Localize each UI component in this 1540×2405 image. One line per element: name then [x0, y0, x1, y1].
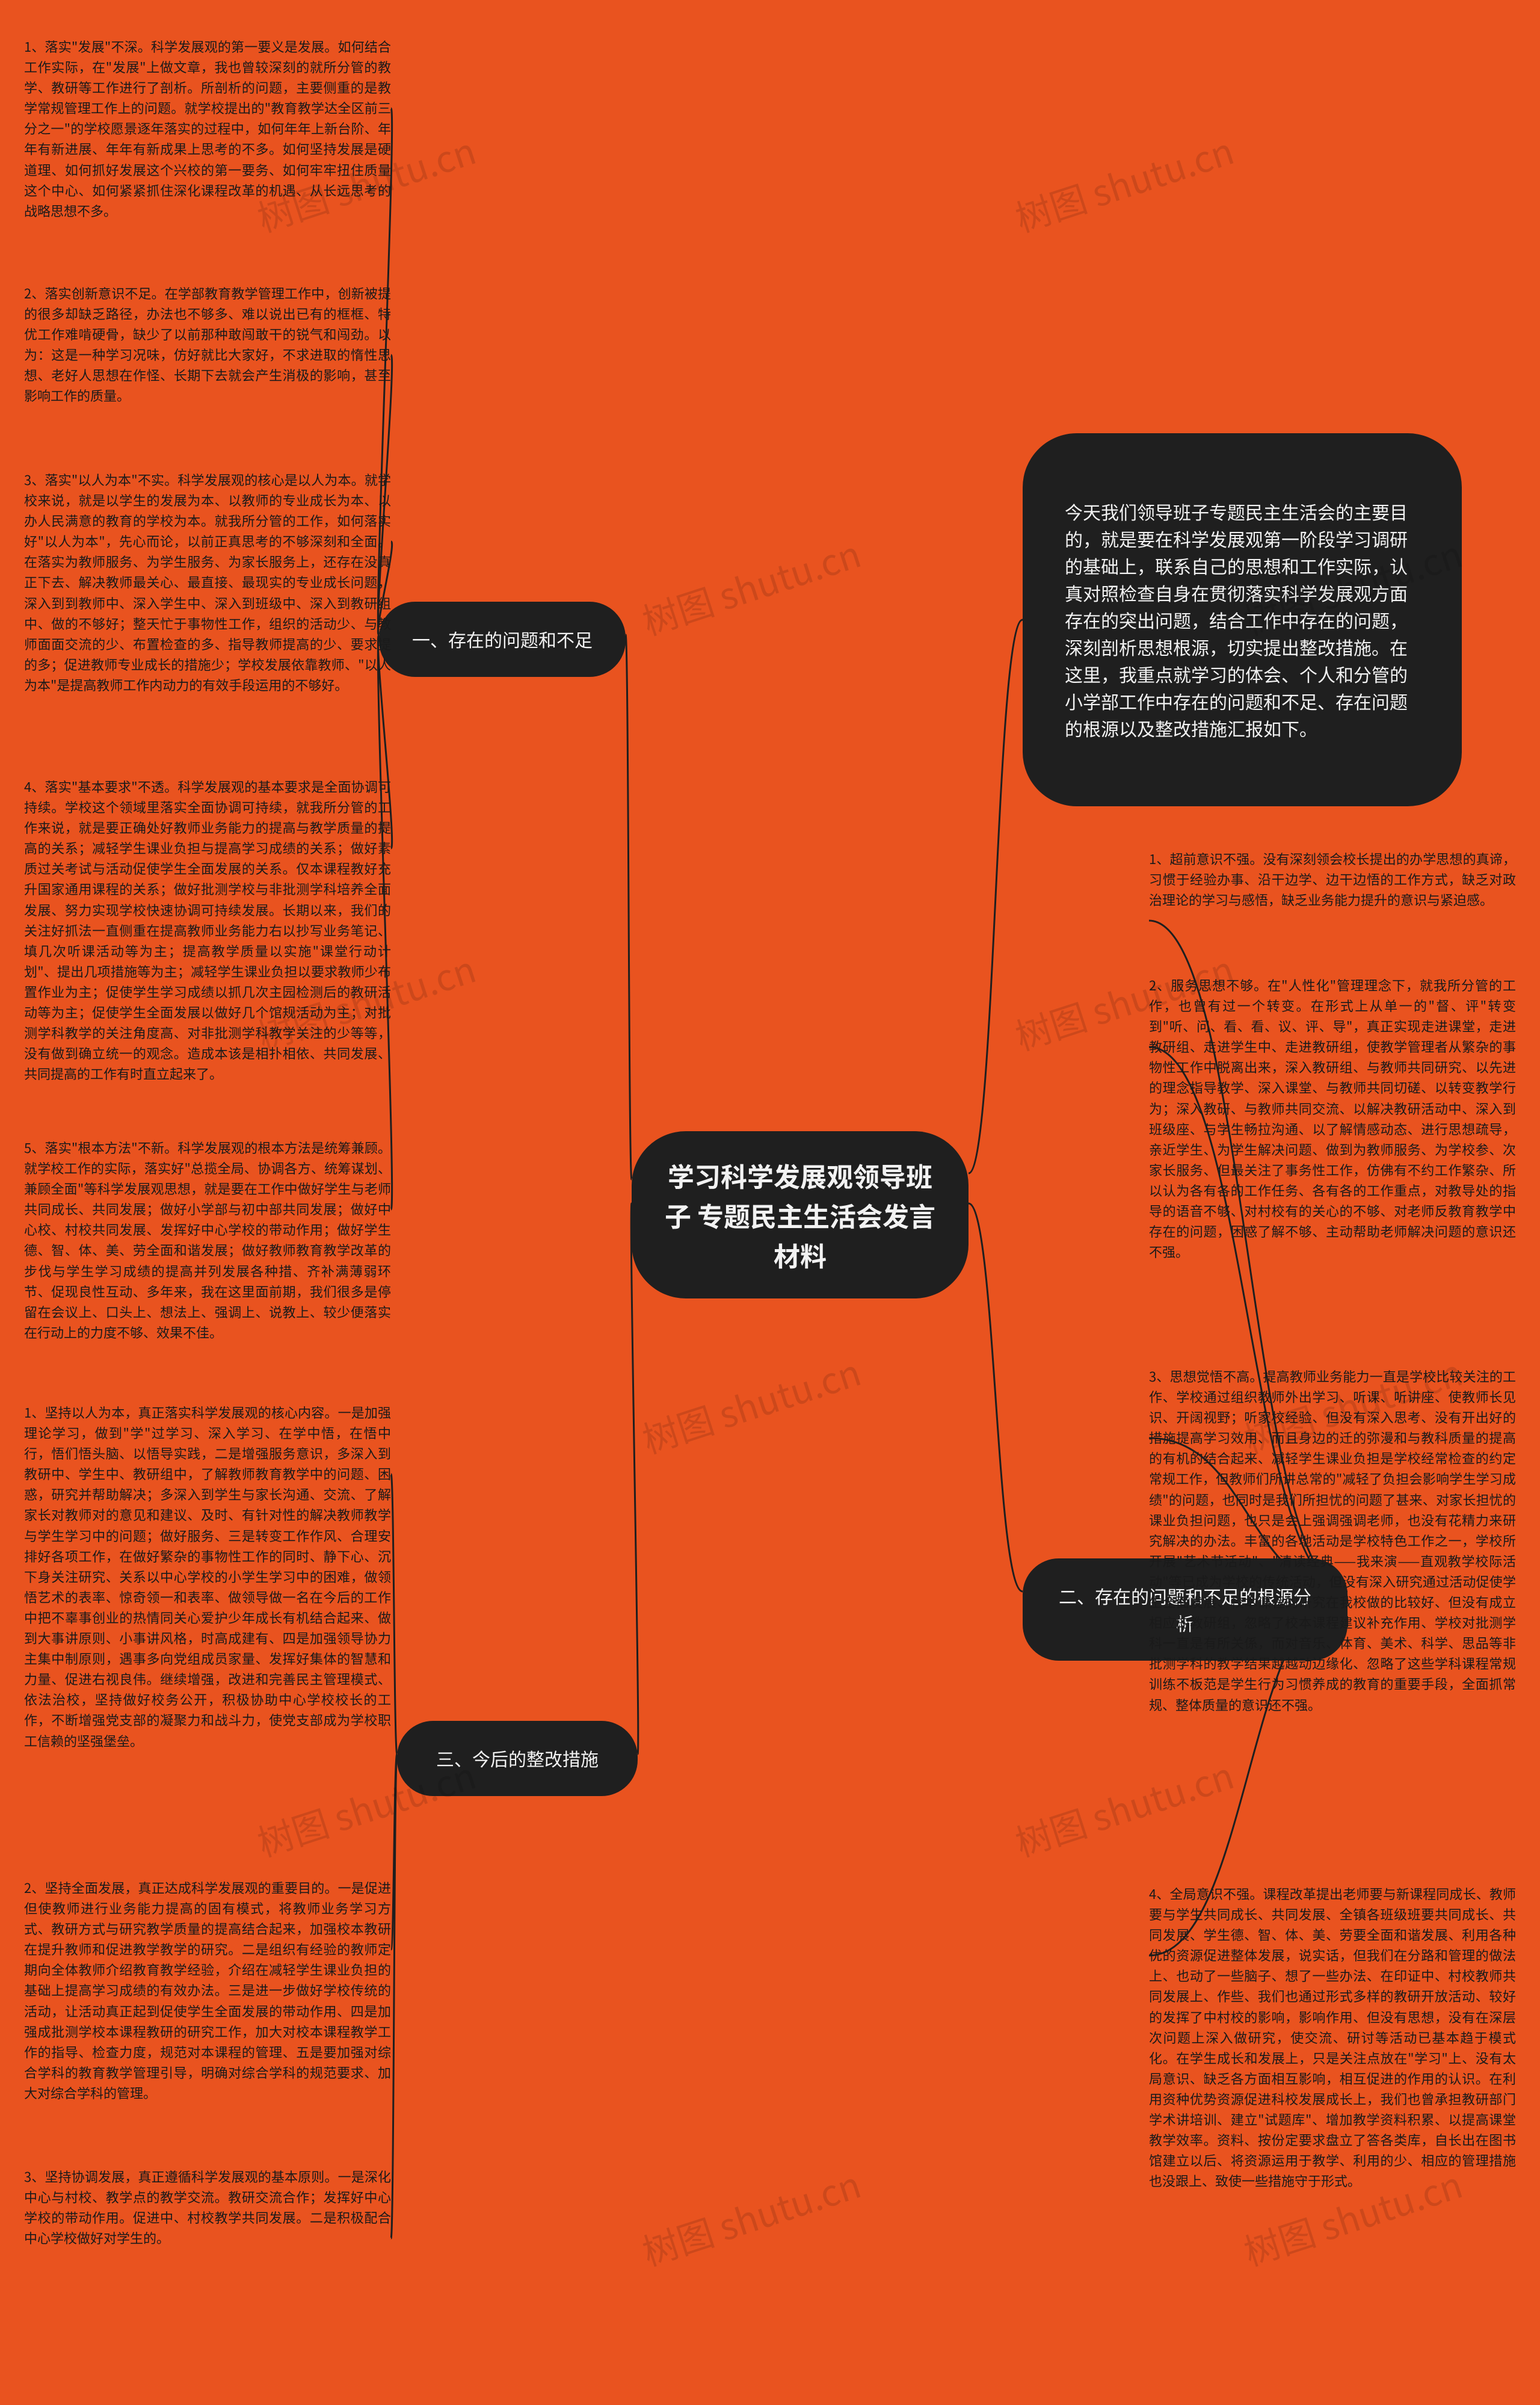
watermark: 树图 shutu.cn: [635, 2156, 867, 2276]
leaf-text: 3、落实"以人为本"不实。科学发展观的核心是以人为本。就学校来说，就是以学生的发…: [24, 469, 391, 695]
leaf-text: 2、服务思想不够。在"人性化"管理理念下，就我所分管的工作，也曾有过一个转变。在…: [1149, 975, 1516, 1262]
leaf-text: 3、坚持协调发展，真正遵循科学发展观的基本原则。一是深化中心与村校、教学点的教学…: [24, 2166, 391, 2248]
leaf-text: 2、坚持全面发展，真正达成科学发展观的重要目的。一是促进但使教师进行业务能力提高…: [24, 1877, 391, 2103]
watermark: 树图 shutu.cn: [635, 526, 867, 646]
watermark: 树图 shutu.cn: [1008, 1747, 1240, 1867]
center-node: 学习科学发展观领导班子 专题民主生活会发言材料: [632, 1131, 969, 1298]
branch-label: 三、今后的整改措施: [436, 1745, 599, 1772]
leaf-text: 2、落实创新意识不足。在学部教育教学管理工作中，创新被提的很多却缺乏路径，办法也…: [24, 283, 391, 406]
leaf-text: 3、思想觉悟不高。提高教师业务能力一直是学校比较关注的工作、学校通过组织教师外出…: [1149, 1366, 1516, 1715]
leaf-text: 1、坚持以人为本，真正落实科学发展观的核心内容。一是加强理论学习，做到"学"过学…: [24, 1402, 391, 1751]
leaf-text: 4、落实"基本要求"不透。科学发展观的基本要求是全面协调可持续。学校这个领域里落…: [24, 776, 391, 1084]
branch-label: 一、存在的问题和不足: [412, 626, 593, 653]
intro-text: 今天我们领导班子专题民主生活会的主要目的，就是要在科学发展观第一阶段学习调研的基…: [1065, 498, 1420, 742]
leaf-text: 4、全局意识不强。课程改革提出老师要与新课程同成长、教师要与学生共同成长、共同发…: [1149, 1883, 1516, 2191]
center-label: 学习科学发展观领导班子 专题民主生活会发言材料: [662, 1155, 938, 1274]
branch-node: 一、存在的问题和不足: [379, 602, 626, 677]
leaf-text: 5、落实"根本方法"不新。科学发展观的根本方法是统筹兼顾。就学校工作的实际，落实…: [24, 1137, 391, 1342]
branch-node: 三、今后的整改措施: [397, 1721, 638, 1796]
watermark: 树图 shutu.cn: [1008, 123, 1240, 242]
intro-node: 今天我们领导班子专题民主生活会的主要目的，就是要在科学发展观第一阶段学习调研的基…: [1023, 433, 1462, 806]
leaf-text: 1、超前意识不强。没有深刻领会校长提出的办学思想的真谛，习惯于经验办事、沿干边学…: [1149, 848, 1516, 910]
watermark: 树图 shutu.cn: [635, 1344, 867, 1464]
leaf-text: 1、落实"发展"不深。科学发展观的第一要义是发展。如何结合工作实际，在"发展"上…: [24, 36, 391, 221]
